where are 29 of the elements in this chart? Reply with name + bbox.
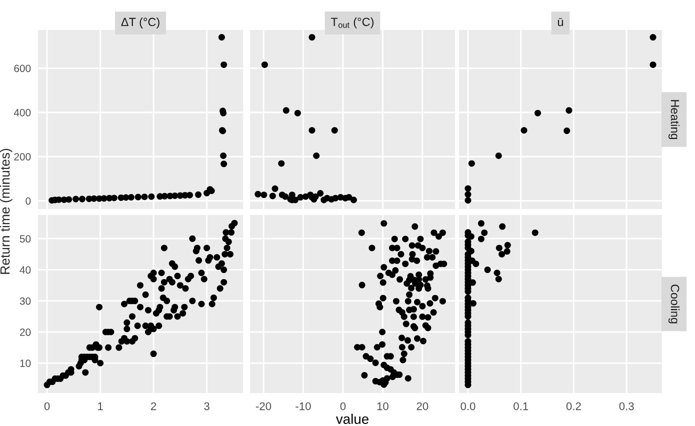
y-tick-label: 0 — [26, 197, 31, 205]
text: Cooling — [668, 284, 680, 324]
x-tick-label: 10 — [377, 402, 388, 410]
x-tick-label: 0.3 — [619, 402, 634, 410]
x-tick-label: 0.1 — [514, 402, 528, 410]
y-tick-label: 600 — [14, 64, 31, 72]
y-tick-label: 400 — [14, 108, 31, 116]
x-tick-label: 0 — [44, 402, 50, 410]
x-tick-label: 0.2 — [566, 402, 581, 410]
x-tick-label: -10 — [296, 402, 311, 410]
y-tick-label: 20 — [20, 328, 31, 336]
y-tick-label: 200 — [14, 153, 31, 161]
y-axis-title: Return time (minutes) — [0, 148, 12, 274]
x-tick-label: 2 — [151, 402, 156, 410]
x-tick-label: 3 — [204, 402, 210, 410]
chart-title: T$_{out}$ (°C) — [330, 17, 374, 28]
x-axis-title: value — [336, 414, 368, 424]
x-tick-label: -20 — [256, 402, 272, 410]
y-tick-label: 30 — [20, 297, 31, 305]
text: Heating — [668, 100, 680, 140]
chart-title: ū — [558, 18, 563, 26]
x-tick-label: 20 — [416, 402, 428, 410]
x-tick-label: 0 — [340, 402, 346, 410]
y-tick-label: 10 — [20, 360, 31, 368]
x-tick-label: 0.0 — [460, 402, 476, 410]
y-tick-label: 50 — [20, 235, 31, 243]
chart-title: ΔT (°C) — [121, 17, 160, 28]
y-tick-label: 40 — [20, 266, 31, 274]
x-tick-label: 1 — [98, 402, 103, 410]
